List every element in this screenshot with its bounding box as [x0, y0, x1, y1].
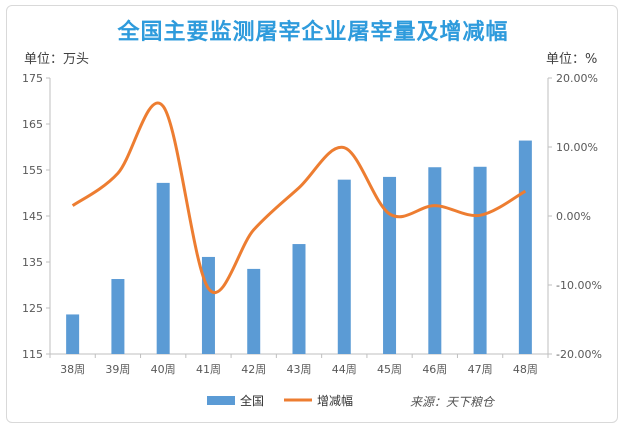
x-tick-label: 46周	[422, 363, 447, 376]
bar	[66, 314, 80, 354]
legend-label-bar: 全国	[240, 393, 264, 408]
bar	[292, 244, 306, 354]
x-tick-label: 48周	[513, 363, 538, 376]
x-tick-label: 40周	[151, 363, 176, 376]
bar	[247, 268, 261, 354]
bar	[201, 256, 215, 354]
x-tick-label: 38周	[60, 363, 85, 376]
legend-swatch-bar	[207, 396, 235, 405]
bar	[111, 279, 125, 354]
left-tick-label: 135	[22, 256, 43, 269]
right-tick-label: 10.00%	[556, 141, 598, 154]
x-tick-label: 47周	[468, 363, 493, 376]
left-tick-label: 175	[22, 72, 43, 85]
chart-title: 全国主要监测屠宰企业屠宰量及增减幅	[117, 20, 509, 45]
source-note: 来源：天下粮仓	[410, 395, 496, 409]
x-tick-label: 44周	[332, 363, 357, 376]
right-tick-label: 20.00%	[556, 72, 598, 85]
legend-label-line: 增减幅	[317, 393, 353, 408]
x-tick-label: 43周	[287, 363, 312, 376]
left-tick-label: 145	[22, 210, 43, 223]
x-tick-label: 39周	[105, 363, 130, 376]
x-tick-label: 45周	[377, 363, 402, 376]
right-tick-label: -10.00%	[556, 279, 602, 292]
bar	[473, 166, 487, 354]
left-tick-label: 125	[22, 302, 43, 315]
left-tick-label: 165	[22, 118, 43, 131]
right-tick-label: -20.00%	[556, 348, 602, 361]
right-axis-unit: 单位：%	[546, 52, 598, 67]
bar	[156, 182, 170, 354]
x-tick-label: 42周	[241, 363, 266, 376]
bar	[428, 167, 442, 354]
bar	[337, 179, 351, 354]
left-tick-label: 115	[22, 348, 43, 361]
x-tick-label: 41周	[196, 363, 221, 376]
left-tick-label: 155	[22, 164, 43, 177]
chart-frame	[6, 5, 618, 423]
left-axis-unit: 单位：万头	[24, 52, 90, 67]
bar	[518, 140, 532, 354]
right-tick-label: 0.00%	[556, 210, 591, 223]
bar	[383, 176, 397, 354]
